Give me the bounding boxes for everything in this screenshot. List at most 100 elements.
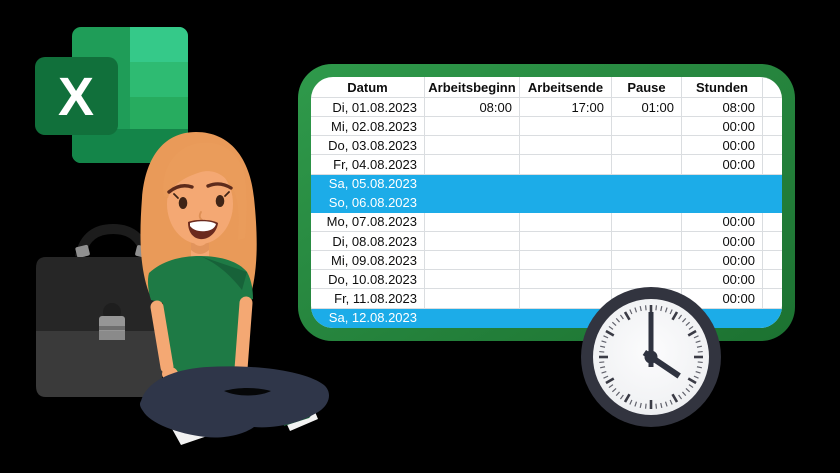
hair-bangs bbox=[163, 142, 247, 240]
cell-arbeitsende[interactable] bbox=[520, 212, 612, 232]
cell-arbeitsende[interactable] bbox=[520, 289, 612, 309]
cell-arbeitsbeginn[interactable]: 08:00 bbox=[425, 98, 520, 118]
briefcase-icon bbox=[36, 223, 162, 397]
cell-pause[interactable] bbox=[612, 155, 682, 175]
cell-arbeitsende[interactable] bbox=[520, 231, 612, 252]
cell-stunden[interactable]: 00:00 bbox=[682, 289, 763, 309]
cell-stunden[interactable]: 08:00 bbox=[682, 98, 763, 118]
cell-spacer[interactable] bbox=[763, 251, 782, 271]
cell-spacer[interactable] bbox=[763, 289, 782, 309]
cell-spacer[interactable] bbox=[763, 194, 782, 213]
cell-datum[interactable]: Do, 03.08.2023 bbox=[311, 136, 425, 156]
cell-pause[interactable] bbox=[612, 194, 682, 213]
cell-spacer[interactable] bbox=[763, 232, 782, 252]
cell-stunden[interactable]: 00:00 bbox=[682, 117, 763, 137]
timesheet-row: Mi, 02.08.2023 00:00 bbox=[311, 117, 782, 137]
header-arbeitsbeginn: Arbeitsbeginn bbox=[425, 77, 520, 98]
cell-arbeitsende[interactable] bbox=[520, 309, 612, 328]
cell-spacer[interactable] bbox=[763, 270, 782, 290]
cell-arbeitsende[interactable] bbox=[520, 194, 612, 213]
timesheet-row: Fr, 04.08.2023 00:00 bbox=[311, 155, 782, 175]
cell-pause[interactable] bbox=[612, 175, 682, 194]
cell-stunden[interactable]: 00:00 bbox=[682, 231, 763, 252]
cell-datum[interactable]: Fr, 11.08.2023 bbox=[311, 289, 425, 309]
cell-stunden[interactable]: 00:00 bbox=[682, 270, 763, 290]
timesheet-row-weekend: Sa, 05.08.2023 bbox=[311, 174, 782, 194]
cell-stunden[interactable]: 00:00 bbox=[682, 155, 763, 175]
cell-stunden[interactable]: 00:00 bbox=[682, 212, 763, 232]
header-datum: Datum bbox=[311, 77, 425, 98]
cell-datum[interactable]: Di, 01.08.2023 bbox=[311, 98, 425, 118]
cell-arbeitsbeginn[interactable] bbox=[425, 175, 520, 194]
cell-datum[interactable]: Mi, 02.08.2023 bbox=[311, 117, 425, 137]
cell-datum[interactable]: Mi, 09.08.2023 bbox=[311, 251, 425, 271]
cell-arbeitsbeginn[interactable] bbox=[425, 231, 520, 252]
cell-datum[interactable]: Mo, 07.08.2023 bbox=[311, 212, 425, 232]
cell-arbeitsbeginn[interactable] bbox=[425, 309, 520, 328]
excel-x-tile bbox=[35, 57, 118, 135]
cell-pause[interactable] bbox=[612, 251, 682, 271]
header-pause: Pause bbox=[612, 77, 682, 98]
timesheet-row: Mo, 07.08.2023 00:00 bbox=[311, 212, 782, 232]
hair-back bbox=[140, 132, 257, 301]
excel-logo-icon: X bbox=[35, 27, 188, 163]
cell-arbeitsende[interactable] bbox=[520, 270, 612, 290]
cell-datum[interactable]: Fr, 04.08.2023 bbox=[311, 155, 425, 175]
cell-arbeitsende[interactable] bbox=[520, 155, 612, 175]
cell-arbeitsende[interactable] bbox=[520, 136, 612, 156]
cell-arbeitsende[interactable]: 17:00 bbox=[520, 98, 612, 118]
cell-stunden[interactable] bbox=[682, 175, 763, 194]
timesheet-row: Do, 10.08.2023 00:00 bbox=[311, 270, 782, 290]
cell-arbeitsende[interactable] bbox=[520, 251, 612, 271]
cell-pause[interactable] bbox=[612, 231, 682, 252]
timesheet-header-row: Datum Arbeitsbeginn Arbeitsende Pause St… bbox=[311, 77, 782, 98]
cell-stunden[interactable]: 00:00 bbox=[682, 251, 763, 271]
cell-spacer[interactable] bbox=[763, 175, 782, 194]
cell-datum[interactable]: Di, 08.08.2023 bbox=[311, 231, 425, 252]
timesheet-row-weekend: So, 06.08.2023 bbox=[311, 193, 782, 213]
cell-spacer[interactable] bbox=[763, 155, 782, 175]
cell-spacer[interactable] bbox=[763, 117, 782, 137]
cell-datum[interactable]: Do, 10.08.2023 bbox=[311, 270, 425, 290]
header-arbeitsende: Arbeitsende bbox=[520, 77, 612, 98]
cell-arbeitsbeginn[interactable] bbox=[425, 117, 520, 137]
cell-pause[interactable] bbox=[612, 212, 682, 232]
cell-spacer[interactable] bbox=[763, 213, 782, 232]
cell-arbeitsende[interactable] bbox=[520, 175, 612, 194]
cell-pause[interactable] bbox=[612, 136, 682, 156]
cell-spacer[interactable] bbox=[763, 309, 782, 328]
cell-arbeitsbeginn[interactable] bbox=[425, 289, 520, 309]
header-spacer bbox=[763, 77, 782, 98]
cell-arbeitsbeginn[interactable] bbox=[425, 136, 520, 156]
cell-pause[interactable] bbox=[612, 117, 682, 137]
cell-arbeitsende[interactable] bbox=[520, 117, 612, 137]
cell-pause[interactable] bbox=[612, 289, 682, 309]
timesheet-row: Do, 03.08.2023 00:00 bbox=[311, 136, 782, 156]
cell-datum[interactable]: Sa, 12.08.2023 bbox=[328, 310, 417, 326]
cell-spacer[interactable] bbox=[763, 98, 782, 118]
excel-letter: X bbox=[58, 67, 94, 127]
cell-spacer[interactable] bbox=[763, 136, 782, 156]
timesheet-row: Di, 01.08.2023 08:00 17:00 01:00 08:00 bbox=[311, 98, 782, 118]
cell-arbeitsbeginn[interactable] bbox=[425, 194, 520, 213]
clock-center-cap bbox=[644, 350, 658, 364]
cell-stunden[interactable]: 00:00 bbox=[682, 136, 763, 156]
tshirt bbox=[147, 256, 253, 374]
timesheet-row-weekend: Sa, 12.08.2023 bbox=[311, 308, 782, 328]
timesheet-row: Fr, 11.08.2023 00:00 bbox=[311, 289, 782, 309]
cell-pause[interactable] bbox=[612, 309, 682, 328]
cell-stunden[interactable] bbox=[682, 309, 763, 328]
cell-arbeitsbeginn[interactable] bbox=[425, 212, 520, 232]
cell-arbeitsbeginn[interactable] bbox=[425, 251, 520, 271]
timesheet-table: Datum Arbeitsbeginn Arbeitsende Pause St… bbox=[298, 64, 795, 341]
cell-pause[interactable] bbox=[612, 270, 682, 290]
cell-pause[interactable]: 01:00 bbox=[612, 98, 682, 118]
cell-arbeitsbeginn[interactable] bbox=[425, 270, 520, 290]
cell-datum[interactable]: So, 06.08.2023 bbox=[328, 195, 417, 211]
cell-arbeitsbeginn[interactable] bbox=[425, 155, 520, 175]
hour-hand bbox=[642, 350, 681, 379]
cell-datum[interactable]: Sa, 05.08.2023 bbox=[328, 176, 417, 192]
face bbox=[167, 164, 233, 244]
cell-stunden[interactable] bbox=[682, 194, 763, 213]
